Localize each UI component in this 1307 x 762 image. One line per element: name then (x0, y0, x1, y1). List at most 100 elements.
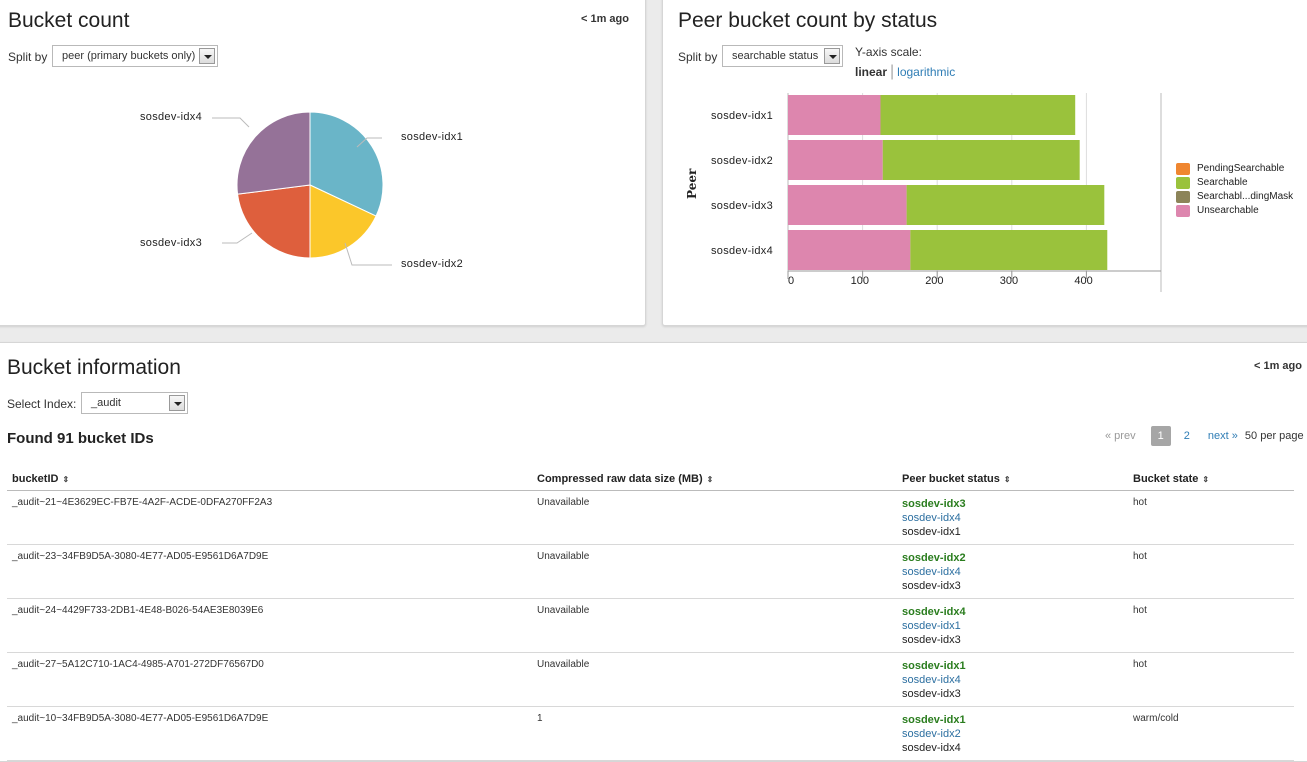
peer-status-item: sosdev-idx2 (902, 727, 1124, 741)
bar-category-label: sosdev-idx4 (711, 245, 773, 257)
bar-segment[interactable] (788, 230, 910, 270)
page-2-link[interactable]: 2 (1184, 430, 1190, 442)
last-updated: < 1m ago (1254, 360, 1302, 372)
cell-bucket-state: hot (1128, 652, 1294, 706)
page-1-button[interactable]: 1 (1151, 426, 1171, 446)
next-page-link[interactable]: next » (1208, 430, 1238, 442)
cell-bucket-state: hot (1128, 598, 1294, 652)
pie-label-idx2: sosdev-idx2 (401, 258, 463, 270)
table-row: _audit~21~4E3629EC-FB7E-4A2F-ACDE-0DFA27… (7, 490, 1294, 544)
bar-segment[interactable] (788, 185, 907, 225)
pie-slice[interactable] (238, 185, 310, 258)
bucket-pie-chart (0, 0, 647, 327)
peer-status-item: sosdev-idx1 (902, 619, 1124, 633)
cell-bucket-id: _audit~23~34FB9D5A-3080-4E77-AD05-E9561D… (7, 544, 532, 598)
peer-status-item: sosdev-idx4 (902, 605, 1124, 619)
panel-title: Bucket information (7, 356, 181, 380)
x-tick-label: 100 (851, 275, 869, 287)
sort-icon: ⇕ (1202, 475, 1209, 484)
leader-line (212, 118, 249, 127)
pie-slice[interactable] (237, 112, 310, 194)
x-tick-label: 300 (1000, 275, 1018, 287)
sort-icon: ⇕ (1004, 475, 1011, 484)
sort-icon: ⇕ (707, 475, 714, 484)
bucket-count-panel: Bucket count < 1m ago Split by peer (pri… (0, 0, 646, 326)
table-row: _audit~27~5A12C710-1AC4-4985-A701-272DF7… (7, 652, 1294, 706)
x-tick-label: 200 (925, 275, 943, 287)
peer-status-item: sosdev-idx3 (902, 687, 1124, 701)
select-index-dropdown[interactable]: _audit (81, 392, 188, 414)
bucket-information-panel: Bucket information < 1m ago Select Index… (0, 342, 1307, 762)
col-header-size[interactable]: Compressed raw data size (MB)⇕ (532, 466, 897, 490)
pie-label-idx3: sosdev-idx3 (140, 237, 202, 249)
table-row: _audit~24~4429F733-2DB1-4E48-B026-54AE3E… (7, 598, 1294, 652)
chevron-down-icon[interactable] (169, 395, 185, 411)
bar-segment[interactable] (883, 140, 1080, 180)
pie-label-idx1: sosdev-idx1 (401, 131, 463, 143)
peer-status-item: sosdev-idx1 (902, 659, 1124, 673)
leader-line (345, 243, 392, 265)
table-row: _audit~23~34FB9D5A-3080-4E77-AD05-E9561D… (7, 544, 1294, 598)
legend-label: Searchabl...dingMask (1197, 191, 1293, 203)
bar-segment[interactable] (910, 230, 1107, 270)
pie-label-idx4: sosdev-idx4 (140, 111, 202, 123)
cell-bucket-state: hot (1128, 544, 1294, 598)
per-page-selector[interactable]: 50 per page ▼ (1245, 430, 1307, 442)
prev-page-link[interactable]: « prev (1105, 430, 1136, 442)
bar-segment[interactable] (788, 95, 881, 135)
legend-label: Unsearchable (1197, 205, 1259, 217)
legend-swatch (1176, 177, 1190, 189)
bar-category-label: sosdev-idx3 (711, 200, 773, 212)
legend-swatch (1176, 191, 1190, 203)
cell-bucket-id: _audit~27~5A12C710-1AC4-4985-A701-272DF7… (7, 652, 532, 706)
cell-bucket-state: hot (1128, 490, 1294, 544)
legend-swatch (1176, 163, 1190, 175)
found-count: Found 91 bucket IDs (7, 430, 154, 447)
peer-status-item: sosdev-idx4 (902, 511, 1124, 525)
legend-label: Searchable (1197, 177, 1248, 189)
bar-segment[interactable] (788, 140, 883, 180)
legend-swatch (1176, 205, 1190, 217)
peer-status-item: sosdev-idx3 (902, 579, 1124, 593)
peer-status-item: sosdev-idx4 (902, 673, 1124, 687)
col-header-peer-status[interactable]: Peer bucket status⇕ (897, 466, 1128, 490)
col-header-bucket-state[interactable]: Bucket state⇕ (1128, 466, 1294, 490)
legend-label: PendingSearchable (1197, 163, 1284, 175)
cell-size: Unavailable (532, 598, 897, 652)
cell-size: 1 (532, 706, 897, 760)
peer-status-item: sosdev-idx1 (902, 713, 1124, 727)
select-index-label: Select Index: (7, 397, 76, 411)
sort-icon: ⇕ (62, 475, 69, 484)
bar-segment[interactable] (881, 95, 1076, 135)
table-row: _audit~10~34FB9D5A-3080-4E77-AD05-E9561D… (7, 706, 1294, 760)
cell-bucket-id: _audit~21~4E3629EC-FB7E-4A2F-ACDE-0DFA27… (7, 490, 532, 544)
cell-bucket-id: _audit~24~4429F733-2DB1-4E48-B026-54AE3E… (7, 598, 532, 652)
leader-line (222, 233, 252, 243)
peer-status-panel: Peer bucket count by status Split by sea… (662, 0, 1307, 326)
table-header-row: bucketID⇕ Compressed raw data size (MB)⇕… (7, 466, 1294, 490)
peer-status-item: sosdev-idx2 (902, 551, 1124, 565)
cell-bucket-id: _audit~10~34FB9D5A-3080-4E77-AD05-E9561D… (7, 706, 532, 760)
peer-status-item: sosdev-idx4 (902, 565, 1124, 579)
peer-status-item: sosdev-idx3 (902, 497, 1124, 511)
peer-status-item: sosdev-idx1 (902, 525, 1124, 539)
x-tick-label: 400 (1074, 275, 1092, 287)
peer-status-item: sosdev-idx3 (902, 633, 1124, 647)
per-page-label: 50 per page (1245, 430, 1304, 442)
cell-size: Unavailable (532, 544, 897, 598)
cell-size: Unavailable (532, 490, 897, 544)
x-tick-label: 0 (788, 275, 794, 287)
bar-segment[interactable] (907, 185, 1105, 225)
pagination: « prev 1 2 next » 50 per page ▼ (1105, 425, 1307, 447)
cell-bucket-state: warm/cold (1128, 706, 1294, 760)
cell-size: Unavailable (532, 652, 897, 706)
bar-category-label: sosdev-idx2 (711, 155, 773, 167)
bucket-table: bucketID⇕ Compressed raw data size (MB)⇕… (7, 466, 1294, 761)
bar-category-label: sosdev-idx1 (711, 110, 773, 122)
col-header-bucketid[interactable]: bucketID⇕ (7, 466, 532, 490)
